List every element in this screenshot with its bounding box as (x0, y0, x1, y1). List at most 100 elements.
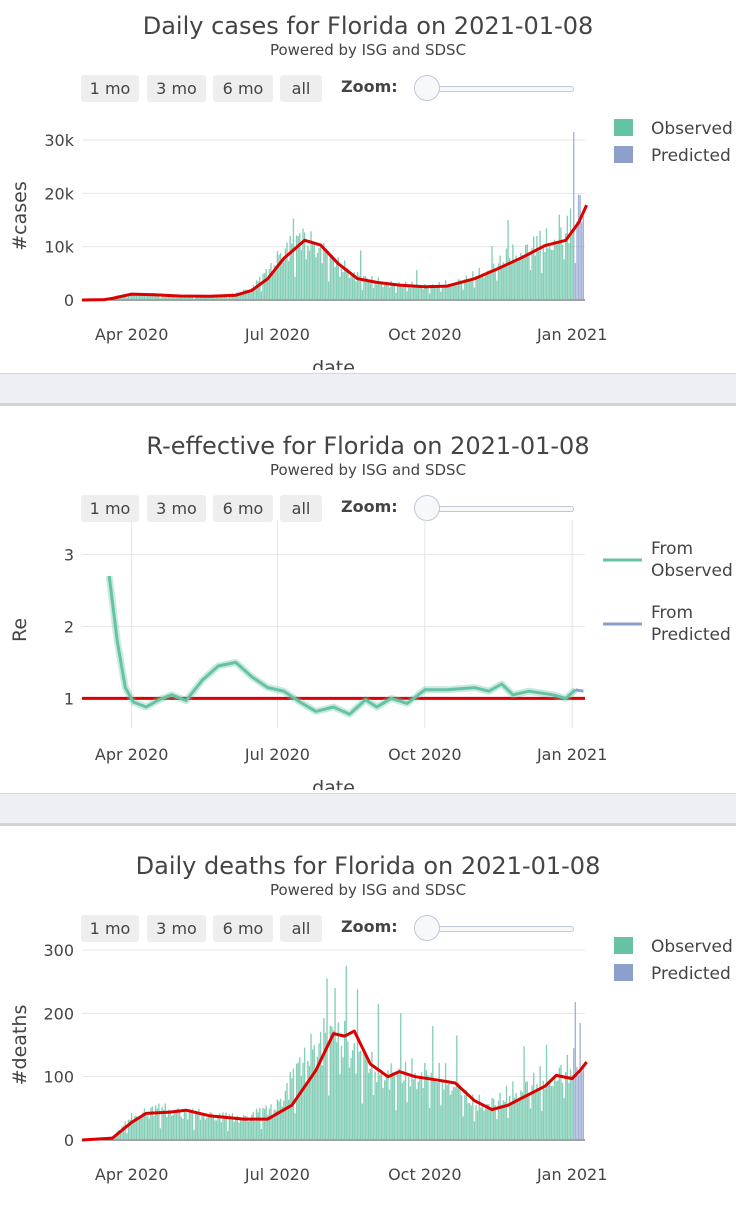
observed-bar (176, 1109, 177, 1140)
y-tick-label: 100 (43, 1068, 74, 1087)
observed-bar (336, 1042, 337, 1140)
observed-bar (493, 1099, 494, 1140)
observed-bar (315, 257, 316, 300)
observed-bar (527, 244, 528, 300)
observed-bar (551, 1086, 552, 1140)
observed-bar (270, 1104, 271, 1140)
observed-bar (155, 1105, 156, 1140)
observed-bar (344, 1021, 345, 1140)
y-axis-title: Re (9, 618, 31, 642)
observed-bar (539, 1066, 540, 1140)
observed-bar (126, 1133, 127, 1140)
observed-bar (426, 1070, 427, 1140)
x-axis-title: date (312, 357, 355, 370)
observed-bar (280, 1099, 281, 1140)
observed-bar (193, 299, 194, 300)
observed-bar (430, 1073, 431, 1140)
observed-bar (496, 1119, 497, 1140)
predicted-bar (581, 222, 582, 300)
y-tick-label: 0 (64, 291, 74, 310)
observed-bar (535, 256, 536, 300)
observed-bar (264, 273, 265, 300)
x-tick-label: Jul 2020 (244, 1165, 310, 1184)
observed-bar (410, 288, 411, 300)
observed-bar (379, 283, 380, 300)
observed-bar (408, 286, 409, 300)
observed-bar (283, 1101, 284, 1140)
observed-bar (480, 1107, 481, 1140)
observed-bar (538, 1088, 539, 1140)
observed-bar (495, 1105, 496, 1140)
observed-bar (171, 1116, 172, 1140)
observed-bar (320, 1032, 321, 1140)
legend-swatch-observed (614, 119, 633, 136)
observed-bar (256, 1109, 257, 1140)
observed-bar (328, 1096, 329, 1140)
observed-bar (330, 254, 331, 300)
observed-bar (406, 291, 407, 300)
observed-bar (339, 277, 340, 300)
observed-bar (443, 287, 444, 300)
observed-bar (325, 252, 326, 300)
observed-bar (471, 280, 472, 300)
observed-bar (461, 282, 462, 300)
observed-bar (312, 1050, 313, 1140)
observed-bar (451, 1091, 452, 1140)
observed-bar (277, 1099, 278, 1140)
observed-bar (434, 287, 435, 300)
observed-bar (253, 1112, 254, 1140)
observed-bar (141, 1115, 142, 1140)
legend-label-observed: Observed (651, 561, 733, 581)
observed-bar (248, 1121, 249, 1140)
observed-bar (326, 250, 327, 300)
x-axis-title: date (312, 777, 355, 790)
y-tick-label: 3 (64, 545, 74, 564)
observed-bar (402, 1083, 403, 1140)
observed-bar (326, 979, 327, 1141)
observed-bar (160, 1128, 161, 1140)
observed-bar (334, 988, 335, 1140)
observed-bar (217, 1115, 218, 1140)
observed-bar (346, 966, 347, 1140)
observed-bar (559, 1068, 560, 1140)
observed-bar (243, 290, 244, 300)
observed-bar (402, 286, 403, 300)
predicted-bar (578, 194, 579, 300)
observed-bar (567, 216, 568, 300)
observed-bar (455, 1087, 456, 1140)
y-tick-label: 0 (64, 1131, 74, 1150)
observed-bar (514, 260, 515, 300)
x-tick-label: Oct 2020 (388, 1165, 461, 1184)
observed-bar (373, 1095, 374, 1140)
observed-bar (472, 271, 473, 300)
observed-bar (487, 1104, 488, 1140)
x-tick-label: Jan 2021 (536, 1165, 607, 1184)
observed-bar (153, 1116, 154, 1140)
observed-bar (137, 1119, 138, 1140)
observed-bar (339, 1074, 340, 1140)
observed-bar (400, 285, 401, 300)
observed-bar (458, 1083, 459, 1140)
x-tick-label: Apr 2020 (95, 325, 168, 344)
y-tick-label: 30k (44, 131, 74, 150)
observed-bar (567, 1055, 568, 1140)
observed-bar (347, 269, 348, 300)
y-tick-label: 10k (44, 238, 74, 257)
observed-bar (152, 1106, 153, 1140)
observed-bar (301, 1076, 302, 1140)
observed-bar (165, 1104, 166, 1140)
observed-bar (331, 1026, 332, 1140)
observed-bar (448, 1080, 449, 1140)
observed-bar (384, 1080, 385, 1140)
observed-bar (562, 244, 563, 300)
observed-bar (511, 1102, 512, 1140)
observed-bar (181, 1117, 182, 1140)
observed-bar (430, 286, 431, 300)
x-tick-label: Apr 2020 (95, 1165, 168, 1184)
observed-bar (298, 1063, 299, 1140)
predicted-bar (579, 1023, 580, 1140)
observed-bar (362, 1104, 363, 1140)
observed-bar (282, 263, 283, 300)
observed-bar (323, 1018, 324, 1140)
